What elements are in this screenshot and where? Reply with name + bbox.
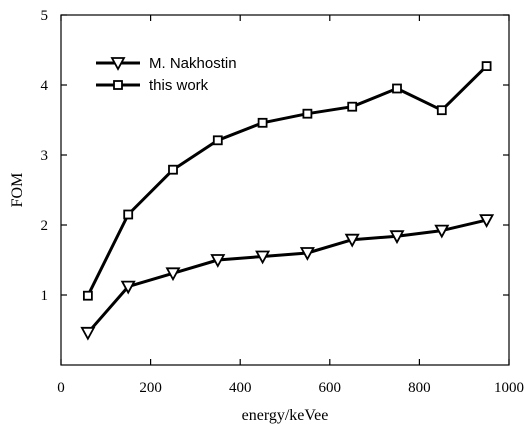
axis-ticks (60, 14, 510, 365)
data-point-nakhostin (344, 233, 360, 248)
x-tick-label: 800 (408, 380, 431, 396)
x-tick-label: 400 (229, 380, 252, 396)
data-point-nakhostin (299, 247, 315, 261)
data-point-this-work (481, 61, 492, 71)
data-point-this-work (168, 164, 178, 175)
y-tick-label: 1 (41, 288, 49, 304)
series-line-nakhostin (86, 218, 487, 334)
legend: M. Nakhostin this work (96, 55, 237, 94)
data-point-this-work (436, 105, 447, 116)
data-point-nakhostin (434, 224, 450, 239)
legend-marker-this-work (113, 80, 123, 90)
y-tick-label: 3 (41, 148, 49, 164)
data-point-nakhostin (479, 214, 495, 228)
y-tick-labels: 1 2 3 4 5 (41, 8, 49, 304)
x-tick-label: 600 (319, 380, 342, 396)
data-point-nakhostin (255, 250, 271, 265)
x-tick-label: 1000 (494, 380, 524, 396)
y-axis-label: FOM (9, 173, 26, 208)
y-tick-label: 2 (41, 218, 49, 234)
data-point-nakhostin (389, 230, 405, 245)
data-point-this-work (257, 117, 268, 128)
legend-marker-nakhostin (110, 57, 126, 71)
x-axis-label: energy/keVee (242, 407, 329, 424)
legend-label-nakhostin: M. Nakhostin (149, 55, 237, 72)
x-tick-label: 0 (57, 380, 65, 396)
data-point-nakhostin (210, 254, 226, 268)
series-line-this-work (86, 65, 488, 297)
series-markers (80, 61, 495, 341)
data-point-this-work (392, 83, 402, 94)
data-point-nakhostin (80, 326, 96, 341)
x-tick-labels: 0 200 400 600 800 1000 (57, 380, 524, 396)
data-point-this-work (212, 135, 223, 146)
data-point-this-work (347, 101, 358, 112)
data-point-nakhostin (120, 280, 136, 295)
x-tick-label: 200 (139, 380, 162, 396)
data-point-this-work (302, 108, 313, 119)
y-tick-label: 5 (41, 8, 49, 24)
y-tick-label: 4 (41, 78, 49, 94)
series-lines (86, 65, 488, 334)
data-point-this-work (82, 290, 93, 301)
data-point-nakhostin (165, 267, 181, 282)
data-point-this-work (123, 209, 134, 220)
legend-label-this-work: this work (149, 77, 209, 94)
plot-frame (60, 14, 510, 366)
